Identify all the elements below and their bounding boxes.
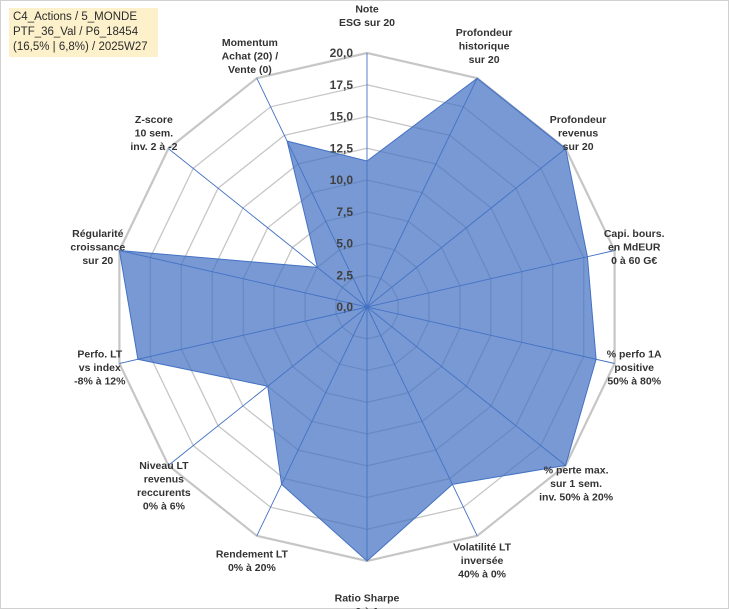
tick-label: 7,5 <box>336 205 353 219</box>
axis-label-line: Volatilité LT <box>453 542 512 554</box>
axis-label-line: Profondeur <box>550 114 607 126</box>
axis-spoke <box>366 306 478 536</box>
axis-spoke <box>366 78 478 308</box>
axis-label-line: sur 20 <box>469 54 500 66</box>
axis-label-line: vs index <box>79 362 121 374</box>
chart-title-box: C4_Actions / 5_MONDE PTF_36_Val / P6_184… <box>9 8 158 57</box>
axis-label-line: Z-score <box>135 114 173 126</box>
axis-label-line: sur 20 <box>563 141 594 153</box>
axis-label-line: 40% à 0% <box>458 569 507 581</box>
axis-label-line: revenus <box>558 127 598 139</box>
axis-label-line: 0 à 1 <box>355 606 379 609</box>
axis-label-line: Ratio Sharpe <box>335 593 400 605</box>
title-line-3: (16,5% | 6,8%) / 2025W27 <box>13 41 148 53</box>
axis-label-line: inversée <box>461 555 504 567</box>
axis-label-line: positive <box>614 362 654 374</box>
axis-label-line: 50% à 80% <box>607 375 661 387</box>
tick-label: 20,0 <box>330 46 354 60</box>
axis-label-line: 0% à 20% <box>228 562 277 574</box>
axis-spoke <box>168 148 368 308</box>
axis-spoke <box>256 78 368 308</box>
tick-label: 17,5 <box>330 78 354 92</box>
axis-spoke <box>366 306 566 466</box>
axis-label-line: Perfo. LT <box>77 348 122 360</box>
axis-label-line: 10 sem. <box>135 127 174 139</box>
axis-label-line: Achat (20) / <box>222 51 279 63</box>
axis-label: Perfo. LT vs index-8% à 12% <box>74 348 126 387</box>
axis-label-line: -8% à 12% <box>74 375 126 387</box>
axis-label-line: inv. 2 à -2 <box>130 141 177 153</box>
axis-spoke <box>366 250 615 308</box>
axis-label-line: Niveau LT <box>139 460 189 472</box>
axis-label-line: % perfo 1A <box>607 348 662 360</box>
axis-label-line: en MdEUR <box>608 242 661 254</box>
axis-label-line: sur 20 <box>82 255 113 267</box>
tick-label: 12,5 <box>330 141 354 155</box>
axis-spoke <box>119 250 368 308</box>
title-line-1: C4_Actions / 5_MONDE <box>13 11 137 23</box>
axis-spoke <box>168 306 368 466</box>
axis-spoke <box>119 306 368 364</box>
axis-label-line: reccurents <box>137 487 191 499</box>
axis-label-line: inv. 50% à 20% <box>539 492 614 504</box>
axis-label-line: croissance <box>70 242 125 254</box>
axis-label-line: Vente (0) <box>228 64 272 76</box>
axis-label: Momentum Achat (20) /Vente (0) <box>222 37 279 76</box>
title-line-2: PTF_36_Val / P6_18454 <box>13 26 139 38</box>
tick-label: 0,0 <box>336 300 353 314</box>
axis-label-line: Rendement LT <box>216 548 289 560</box>
axis-label-line: Capi. bours. <box>604 228 665 240</box>
tick-label: 10,0 <box>330 173 354 187</box>
axis-spoke <box>256 306 368 536</box>
tick-label: 5,0 <box>336 237 353 251</box>
axis-label: Rendement LT 0% à 20% <box>216 548 289 574</box>
axis-label-line: revenus <box>144 473 184 485</box>
radar-tick-labels: 0,0 2,5 5,0 7,5 10,0 12,5 15,0 17,5 20,0 <box>330 46 354 314</box>
axis-spoke <box>366 306 615 364</box>
axis-label-line: Régularité <box>72 228 124 240</box>
axis-label-line: Note <box>355 4 378 16</box>
axis-label-line: Momentum <box>222 37 278 49</box>
axis-label-line: 0 à 60 G€ <box>611 255 657 267</box>
axis-label: % perte max.sur 1 sem. inv. 50% à 20% <box>539 465 614 504</box>
axis-label-line: sur 1 sem. <box>550 478 602 490</box>
tick-label: 15,0 <box>330 110 354 124</box>
axis-label: Ratio Sharpe0 à 1 <box>335 593 400 609</box>
axis-label-line: 0% à 6% <box>143 500 186 512</box>
axis-label-line: Profondeur <box>456 27 513 39</box>
axis-spoke <box>366 148 566 308</box>
axis-label-line: ESG sur 20 <box>339 17 395 29</box>
axis-label-line: historique <box>459 41 510 53</box>
tick-label: 2,5 <box>336 268 353 282</box>
axis-label-line: % perte max. <box>544 465 609 477</box>
radar-axes <box>119 53 615 561</box>
